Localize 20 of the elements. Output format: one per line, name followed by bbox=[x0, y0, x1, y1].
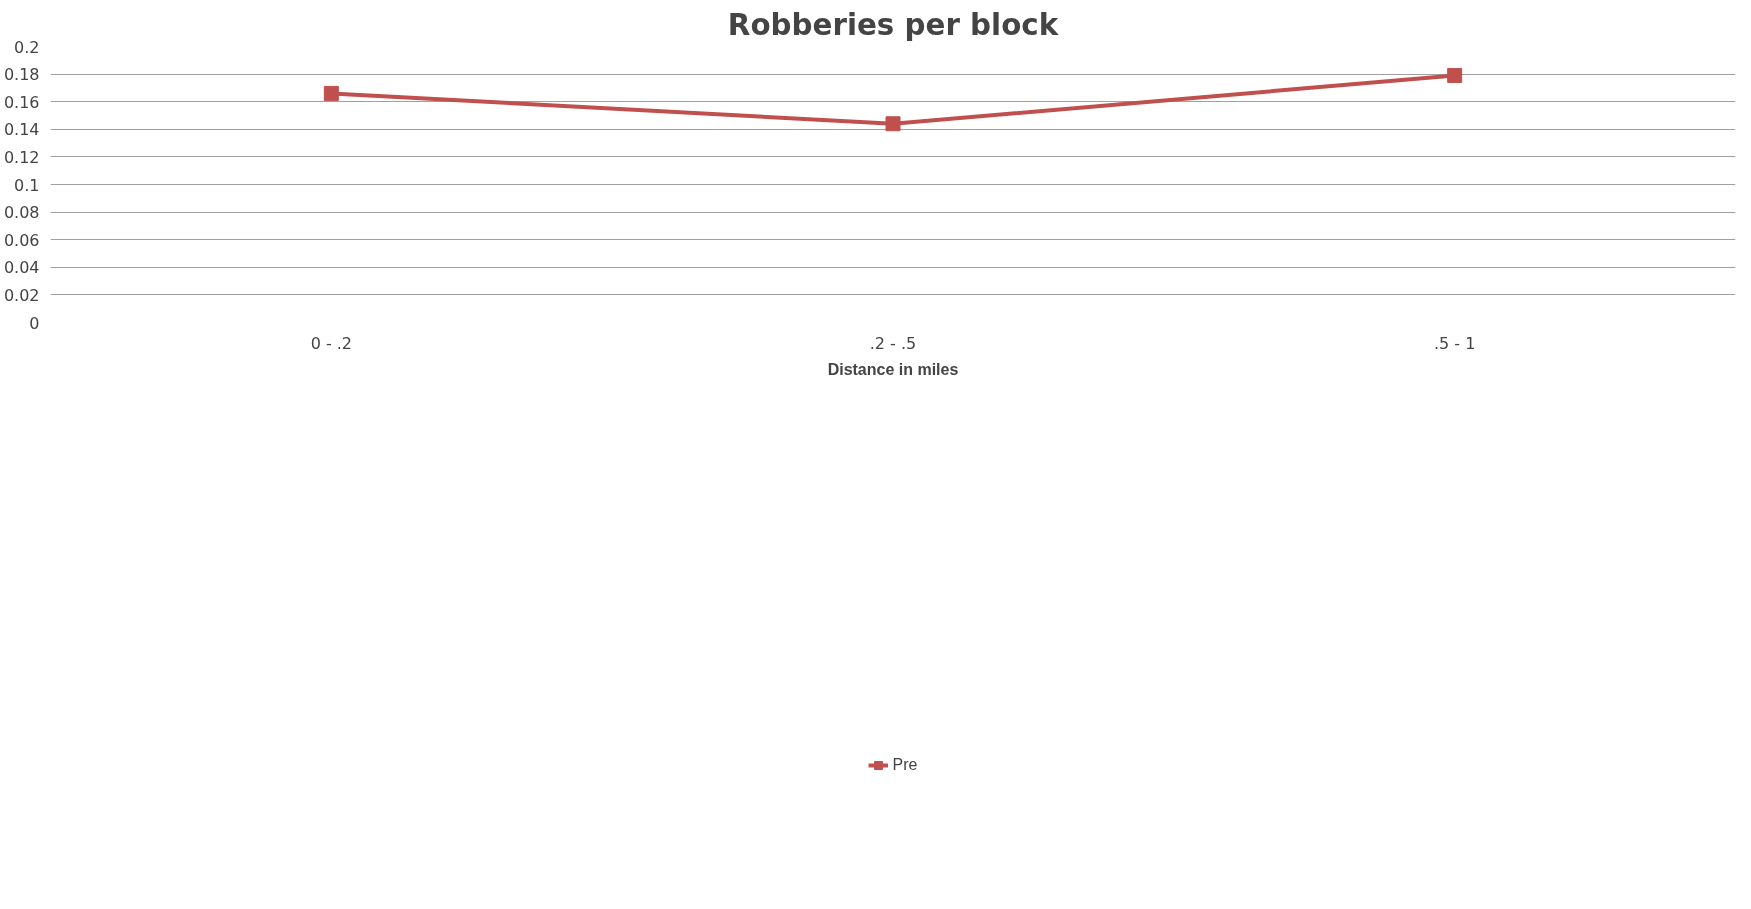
y-tick-label: 0 bbox=[29, 313, 40, 333]
y-tick-label: 0.02 bbox=[3, 285, 40, 305]
y-tick-label: 0.06 bbox=[3, 230, 40, 250]
x-tick-label: .2 - .5 bbox=[869, 333, 917, 353]
y-tick-label: 0.2 bbox=[14, 37, 40, 57]
x-tick-label: 0 - .2 bbox=[310, 333, 353, 353]
y-tick-label: 0.08 bbox=[3, 203, 40, 223]
y-tick-label: 0.12 bbox=[3, 147, 40, 167]
x-tick-label: .5 - 1 bbox=[1433, 333, 1476, 353]
y-tick-label: 0.16 bbox=[3, 92, 40, 112]
y-tick-label: 0.1 bbox=[14, 175, 40, 195]
point bbox=[885, 116, 901, 132]
x-axis-title: Distance in miles bbox=[827, 360, 959, 378]
y-tick-label: 0.04 bbox=[3, 258, 40, 278]
y-tick-label: 0.18 bbox=[3, 65, 40, 85]
y-tick-label: 0.14 bbox=[3, 120, 40, 140]
point bbox=[1447, 67, 1463, 83]
point bbox=[323, 85, 339, 101]
legend-label: Pre bbox=[892, 756, 918, 774]
chart-title: Robberies per block bbox=[727, 7, 1060, 42]
